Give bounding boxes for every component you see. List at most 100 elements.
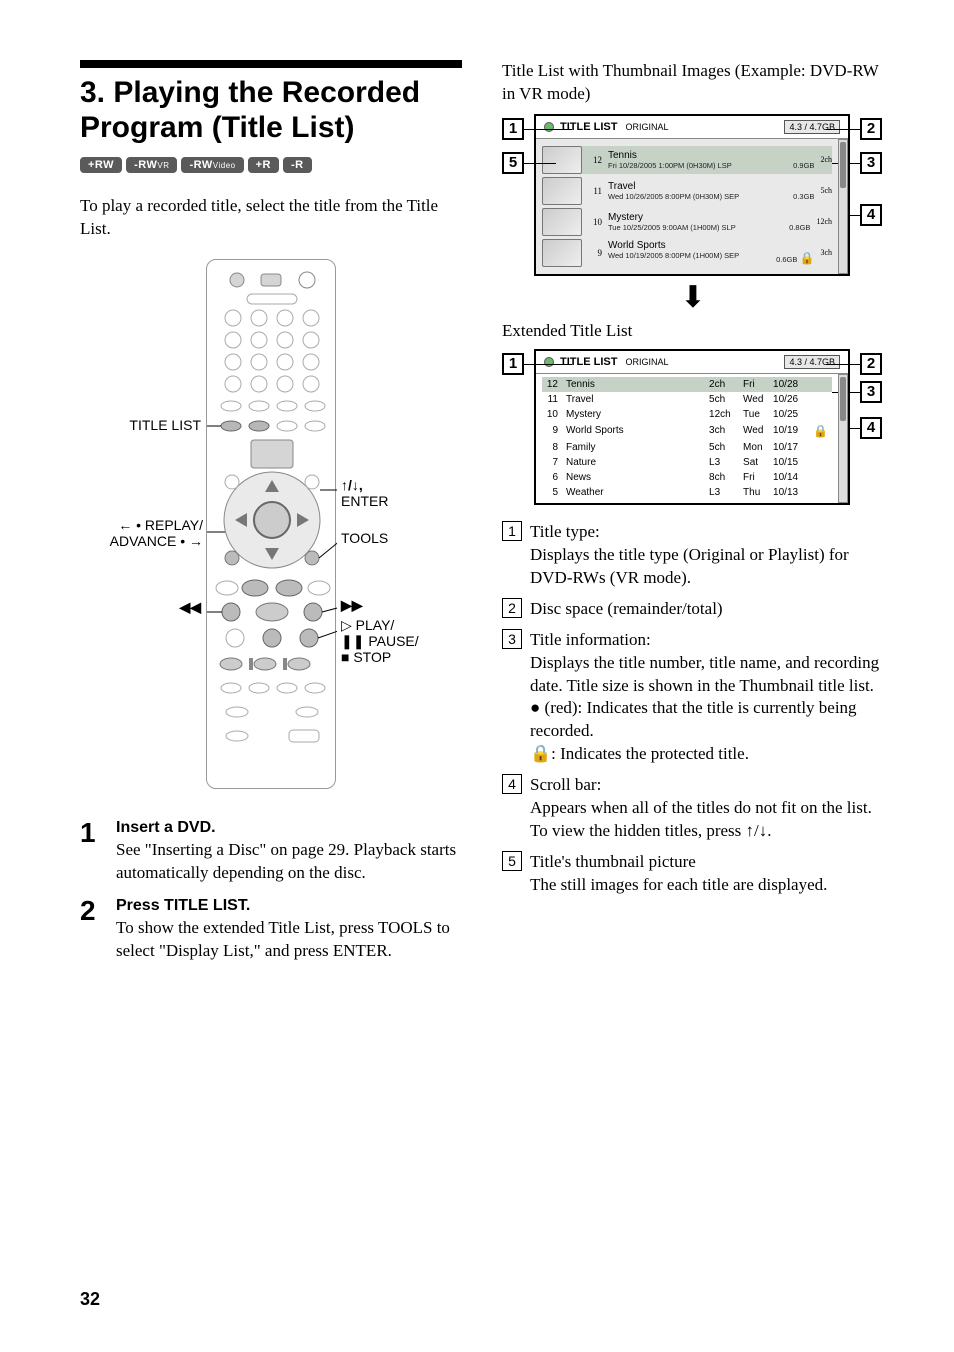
title-channel: 12ch xyxy=(705,407,739,422)
title-name: Mystery xyxy=(562,407,705,422)
title-row[interactable]: 12Tennis2chFri10/28 xyxy=(542,377,832,392)
title-channel: 2ch xyxy=(705,377,739,392)
title-name: Travel xyxy=(608,181,814,192)
title-row[interactable]: 9 World SportsWed 10/19/2005 8:00PM (1H00… xyxy=(542,239,832,267)
title-row[interactable]: 5WeatherL3Thu10/13 xyxy=(542,485,832,500)
title-number: 9 xyxy=(542,422,562,440)
badge-plusr: +R xyxy=(248,157,279,173)
down-arrow-icon: ⬇ xyxy=(502,280,884,315)
header-dot-icon xyxy=(544,357,554,367)
title-date: 10/28 xyxy=(769,377,809,392)
title-date: 10/17 xyxy=(769,440,809,455)
page-number: 32 xyxy=(80,1289,884,1310)
title-date: 10/25 xyxy=(769,407,809,422)
badge-plusrw: +RW xyxy=(80,157,122,173)
step-2: 2 Press TITLE LIST. To show the extended… xyxy=(80,897,462,963)
title-row[interactable]: 8Family5chMon10/17 xyxy=(542,440,832,455)
remote-label-stop: ■ STOP xyxy=(341,649,419,665)
header-subtype: ORIGINAL xyxy=(625,357,668,367)
title-number: 7 xyxy=(542,455,562,470)
title-name: World Sports xyxy=(608,240,814,251)
title-row[interactable]: 12 TennisFri 10/28/2005 1:00PM (0H30M) LS… xyxy=(542,146,832,174)
lock-icon xyxy=(809,455,832,470)
callout-legend: 1Title type:Displays the title type (Ori… xyxy=(502,521,884,897)
lock-icon: 🔒 xyxy=(809,422,832,440)
title-number: 11 xyxy=(542,392,562,407)
legend-title: Disc space (remainder/total) xyxy=(530,599,723,618)
title-channel: 3ch xyxy=(705,422,739,440)
badge-rwvideo: -RWVideo xyxy=(181,157,243,173)
title-day: Sat xyxy=(739,455,769,470)
lock-icon xyxy=(809,407,832,422)
title-number: 12 xyxy=(542,377,562,392)
legend-body: Displays the title type (Original or Pla… xyxy=(530,545,849,587)
title-row[interactable]: 11TravelWed 10/26/2005 8:00PM (0H30M) SE… xyxy=(542,177,832,205)
title-row[interactable]: 10MysteryTue 10/25/2005 9:00AM (1H00M) S… xyxy=(542,208,832,236)
title-channel: L3 xyxy=(705,455,739,470)
title-size: 0.8GB xyxy=(789,223,810,232)
title-channel: L3 xyxy=(705,485,739,500)
title-row[interactable]: 6News8chFri10/14 xyxy=(542,470,832,485)
legend-number: 4 xyxy=(502,774,522,794)
scrollbar[interactable] xyxy=(838,374,848,503)
callout-3: 3 xyxy=(860,152,882,174)
legend-symbol: ● xyxy=(530,698,540,717)
title-number: 8 xyxy=(542,440,562,455)
title-row[interactable]: 10Mystery12chTue10/25 xyxy=(542,407,832,422)
title-date: 10/19 xyxy=(769,422,809,440)
step-number: 1 xyxy=(80,819,104,885)
callout-2: 2 xyxy=(860,118,882,140)
legend-number: 2 xyxy=(502,598,522,618)
legend-symbol: 🔒 xyxy=(530,744,551,763)
callout-1: 1 xyxy=(502,118,524,140)
header-subtype: ORIGINAL xyxy=(625,122,668,132)
legend-item: 3Title information:Displays the title nu… xyxy=(502,629,884,767)
lock-icon xyxy=(809,485,832,500)
title-size: 0.6GB 🔒 xyxy=(776,251,814,265)
step-heading: Press TITLE LIST. xyxy=(116,897,462,915)
title-number: 12 xyxy=(588,155,602,165)
title-name: Tennis xyxy=(608,150,814,161)
remote-label-ff: ▶▶ xyxy=(341,597,363,613)
title-day: Fri xyxy=(739,470,769,485)
thumb-caption: Title List with Thumbnail Images (Exampl… xyxy=(502,60,884,106)
legend-number: 3 xyxy=(502,629,522,649)
legend-body: Appears when all of the titles do not fi… xyxy=(530,798,872,840)
remote-label-replay: ← • REPLAY/ xyxy=(91,517,203,533)
title-row[interactable]: 11Travel5chWed10/26 xyxy=(542,392,832,407)
title-name: Family xyxy=(562,440,705,455)
title-number: 6 xyxy=(542,470,562,485)
disc-space: 4.3 / 4.7GB xyxy=(784,120,840,134)
step-number: 2 xyxy=(80,897,104,963)
title-row[interactable]: 7NatureL3Sat10/15 xyxy=(542,455,832,470)
legend-title: Title's thumbnail picture xyxy=(530,852,696,871)
title-meta: Wed 10/19/2005 8:00PM (1H00M) SEP xyxy=(608,251,739,265)
title-day: Tue xyxy=(739,407,769,422)
disc-space: 4.3 / 4.7GB xyxy=(784,355,840,369)
extended-table: 12Tennis2chFri10/2811Travel5chWed10/2610… xyxy=(542,377,832,500)
title-channel: 2ch xyxy=(820,155,832,164)
remote-label-pause: ❚❚ PAUSE/ xyxy=(341,633,419,649)
title-channel: 12ch xyxy=(816,217,832,226)
title-name: Nature xyxy=(562,455,705,470)
legend-title: Scroll bar: xyxy=(530,775,601,794)
legend-title: Title information: xyxy=(530,630,651,649)
title-date: 10/15 xyxy=(769,455,809,470)
scrollbar[interactable] xyxy=(838,139,848,274)
step-heading: Insert a DVD. xyxy=(116,819,462,837)
header-dot-icon xyxy=(544,122,554,132)
legend-note: (red): Indicates that the title is curre… xyxy=(530,698,857,740)
remote-svg xyxy=(207,260,337,790)
title-row[interactable]: 9World Sports3chWed10/19🔒 xyxy=(542,422,832,440)
callout-5: 5 xyxy=(502,152,524,174)
legend-item: 1Title type:Displays the title type (Ori… xyxy=(502,521,884,590)
title-channel: 5ch xyxy=(705,392,739,407)
title-meta: Fri 10/28/2005 1:00PM (0H30M) LSP xyxy=(608,161,732,170)
callout-4: 4 xyxy=(860,417,882,439)
title-number: 9 xyxy=(588,248,602,258)
legend-body: The still images for each title are disp… xyxy=(530,875,827,894)
title-day: Wed xyxy=(739,422,769,440)
title-meta: Wed 10/26/2005 8:00PM (0H30M) SEP xyxy=(608,192,739,201)
remote-label-tools: TOOLS xyxy=(341,530,388,546)
main-title: 3. Playing the Recorded Program (Title L… xyxy=(80,76,462,145)
